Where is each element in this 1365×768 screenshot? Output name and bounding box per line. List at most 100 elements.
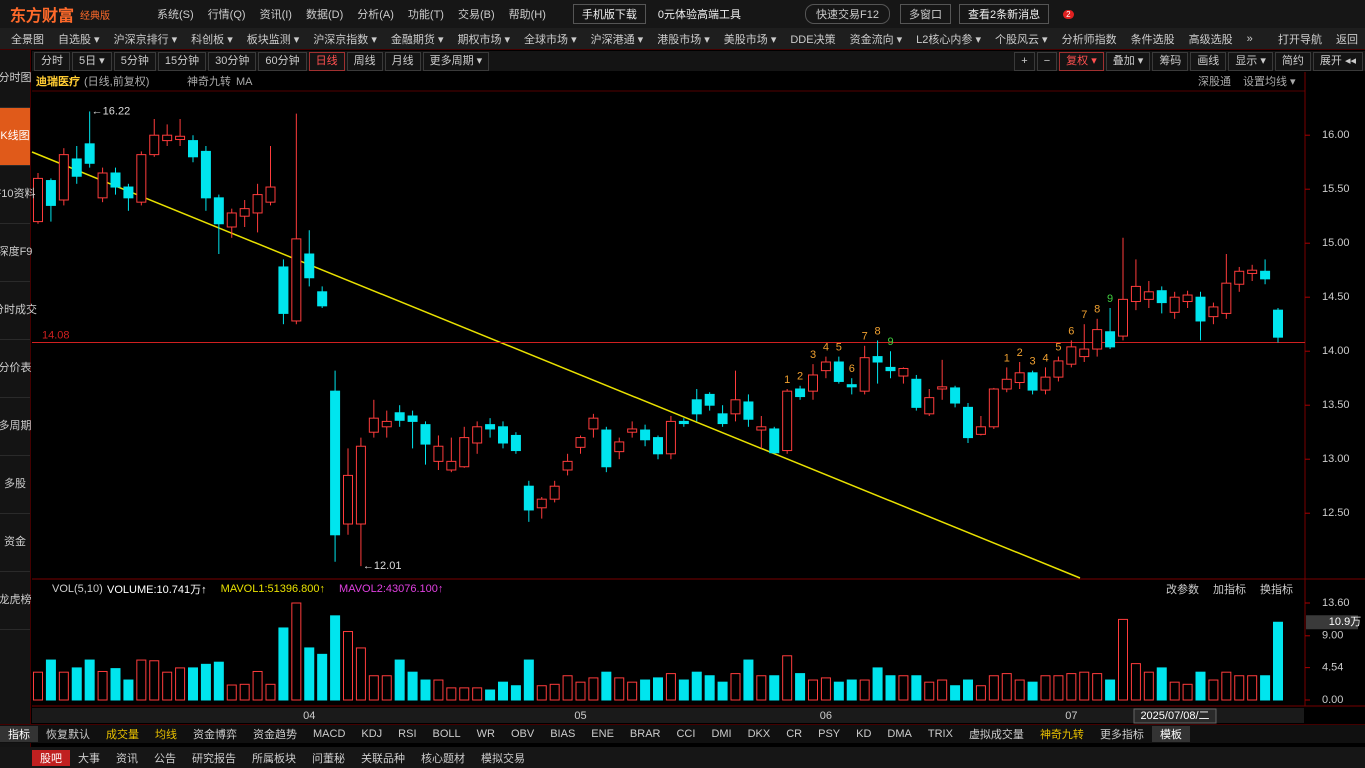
quick-trade[interactable]: 快速交易F12 — [805, 4, 891, 24]
item[interactable]: 行情(Q) — [207, 9, 246, 21]
item[interactable]: 沪深京指数 ▾ — [313, 33, 377, 46]
item[interactable]: 月线 — [384, 51, 421, 71]
item[interactable]: 研究报告 — [192, 752, 236, 765]
item[interactable]: PSY — [818, 728, 841, 740]
item[interactable]: 所属板块 — [252, 752, 296, 765]
item[interactable]: 叠加 ▾ — [1105, 51, 1151, 71]
item[interactable]: + — [1014, 51, 1035, 71]
item[interactable]: MAVOL1:51396.800↑ — [220, 583, 326, 595]
item[interactable]: OBV — [510, 728, 535, 740]
item[interactable]: 资讯 — [116, 752, 138, 765]
promo[interactable]: 0元体验高端工具 — [657, 9, 742, 21]
item[interactable]: 高级选股 — [1188, 33, 1233, 46]
item[interactable]: CCI — [676, 728, 696, 740]
item[interactable]: 多周期 — [0, 398, 32, 456]
item[interactable]: 公告 — [154, 752, 176, 765]
item[interactable]: 资金博弈 — [193, 729, 237, 741]
item[interactable]: K线图 — [0, 108, 30, 166]
mobile[interactable]: 手机版下载 — [572, 4, 646, 24]
item[interactable]: 自选股 ▾ — [58, 33, 100, 46]
item[interactable]: 关联品种 — [361, 752, 405, 765]
item[interactable]: 指标 — [0, 726, 38, 742]
item[interactable]: 深度F9 — [0, 224, 32, 282]
item[interactable]: 资金趋势 — [253, 729, 297, 741]
item[interactable]: ENE — [591, 728, 614, 740]
item[interactable]: 多股 — [0, 456, 30, 514]
item[interactable]: 交易(B) — [457, 9, 495, 21]
item[interactable]: 虚拟成交量 — [968, 729, 1024, 741]
item[interactable]: 资讯(I) — [259, 9, 292, 21]
indicator[interactable]: MA — [236, 76, 253, 88]
item[interactable]: 问董秘 — [312, 752, 345, 765]
item[interactable]: 分析师指数 — [1061, 33, 1117, 46]
item[interactable]: 成交量 — [106, 729, 139, 741]
item[interactable]: MAVOL2:43076.100↑ — [339, 583, 444, 595]
item[interactable]: 更多周期 ▾ — [422, 51, 490, 71]
item[interactable]: 复权 ▾ — [1059, 51, 1104, 71]
item[interactable]: L2核心内参 ▾ — [916, 33, 981, 46]
item[interactable]: DDE决策 — [790, 33, 836, 46]
item[interactable]: 加指标 — [1213, 584, 1246, 596]
item[interactable]: 期权市场 ▾ — [457, 33, 511, 46]
item[interactable]: 资金流向 ▾ — [849, 33, 903, 46]
item[interactable]: 大事 — [78, 752, 100, 765]
link[interactable]: 深股通 — [1198, 75, 1231, 88]
item[interactable]: 资金 — [0, 514, 30, 572]
item[interactable]: 简约 — [1274, 51, 1311, 71]
item[interactable]: 分时 — [34, 51, 70, 71]
item[interactable]: 沪深港通 ▾ — [590, 33, 644, 46]
item[interactable]: 功能(T) — [407, 9, 444, 21]
item[interactable]: 分析(A) — [357, 9, 394, 21]
item[interactable]: 模板 — [1151, 726, 1190, 742]
item[interactable]: 分价表 — [0, 340, 32, 398]
item[interactable]: 板块监测 ▾ — [246, 33, 300, 46]
item[interactable]: 5分钟 — [113, 51, 156, 71]
item[interactable]: 改参数 — [1166, 584, 1199, 596]
item[interactable]: 分时图 — [0, 50, 32, 108]
item[interactable]: 60分钟 — [258, 51, 307, 71]
item[interactable]: 龙虎榜 — [0, 572, 32, 630]
item[interactable]: 个股风云 ▾ — [995, 33, 1048, 46]
item[interactable]: − — [1036, 51, 1058, 71]
item[interactable]: 模拟交易 — [481, 752, 525, 765]
indicator[interactable]: 神奇九转 — [187, 74, 231, 88]
item[interactable]: 金融期货 ▾ — [390, 33, 444, 46]
item[interactable]: 展开 ◂◂ — [1312, 51, 1363, 71]
item[interactable]: F10资料 — [0, 166, 35, 224]
multi-window[interactable]: 多窗口 — [900, 4, 952, 24]
item[interactable]: WR — [476, 728, 495, 740]
item[interactable]: 日线 — [308, 51, 345, 71]
item[interactable]: KD — [856, 728, 872, 740]
messages[interactable]: 查看2条新消息 — [959, 4, 1050, 24]
item[interactable]: 帮助(H) — [508, 9, 546, 21]
item[interactable]: 美股市场 ▾ — [723, 33, 777, 46]
item[interactable]: BIAS — [550, 728, 576, 740]
link[interactable]: 设置均线 ▾ — [1243, 74, 1296, 88]
item[interactable]: VOLUME:10.741万↑ — [107, 584, 207, 596]
item[interactable]: 换指标 — [1260, 584, 1293, 596]
item[interactable]: 沪深京排行 ▾ — [113, 33, 178, 46]
item[interactable]: 全景图 — [11, 33, 44, 46]
item[interactable]: 打开导航 — [1278, 33, 1322, 46]
item[interactable]: 周线 — [346, 51, 383, 71]
item[interactable]: CR — [786, 728, 803, 740]
item[interactable]: 画线 — [1190, 51, 1227, 71]
item[interactable]: 系统(S) — [157, 9, 194, 21]
item[interactable]: DKX — [747, 728, 771, 740]
item[interactable]: 股吧 — [32, 749, 70, 766]
item[interactable]: 更多指标 — [1099, 729, 1144, 741]
item[interactable]: 数据(D) — [305, 9, 344, 21]
item[interactable]: 显示 ▾ — [1228, 51, 1273, 71]
item[interactable]: MACD — [313, 728, 346, 740]
item[interactable]: 5日 ▾ — [72, 51, 112, 71]
item[interactable]: 条件选股 — [1130, 33, 1175, 46]
item[interactable]: 30分钟 — [208, 51, 257, 71]
item[interactable]: TRIX — [927, 728, 953, 740]
item[interactable]: 神奇九转 — [1039, 729, 1084, 741]
item[interactable]: 全球市场 ▾ — [524, 33, 577, 46]
item[interactable]: DMI — [711, 728, 732, 740]
item[interactable]: KDJ — [361, 728, 383, 740]
item[interactable]: BRAR — [629, 728, 661, 740]
scrollbar[interactable] — [32, 708, 1304, 723]
item[interactable]: 均线 — [155, 729, 177, 741]
